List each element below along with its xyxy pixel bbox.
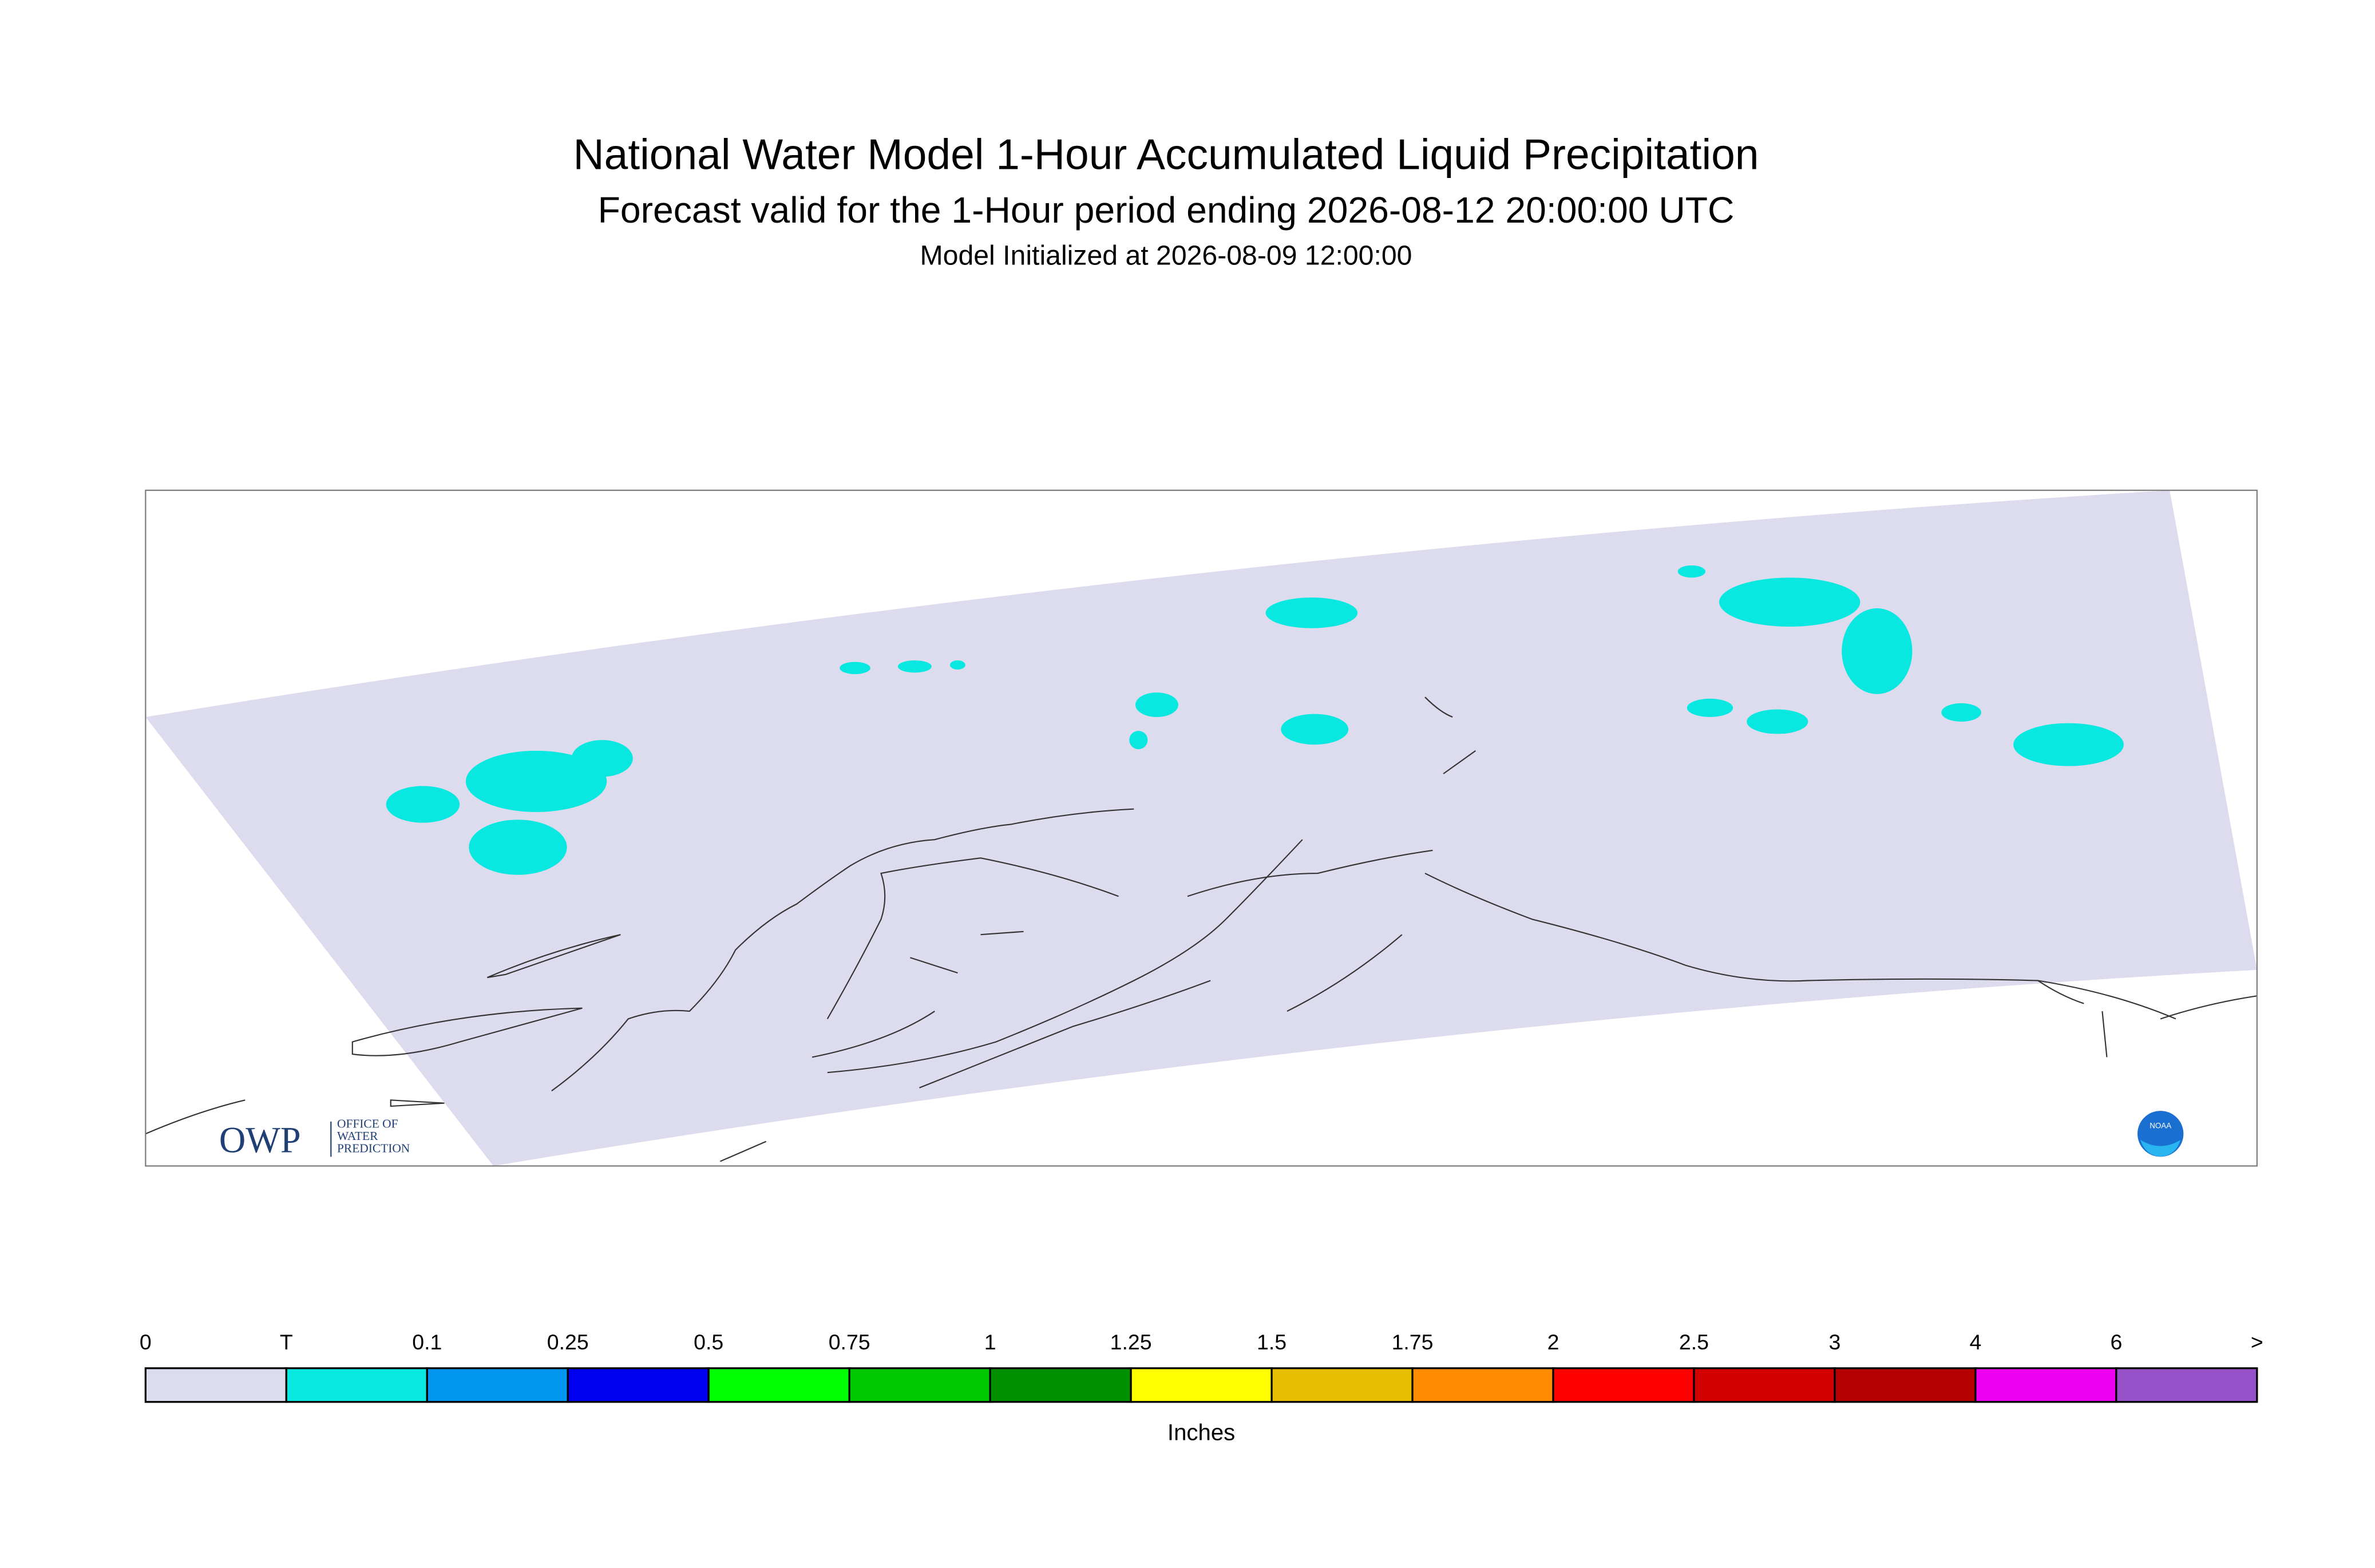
owp-text: WATER (337, 1129, 378, 1143)
init-time: Model Initialized at 2026-08-09 12:00:00 (920, 240, 1412, 271)
legend-label: 0.1 (412, 1330, 442, 1354)
legend-label: T (280, 1330, 293, 1354)
legend-label: 0.25 (547, 1330, 589, 1354)
legend-swatch (848, 1367, 991, 1403)
legend-label: 2.5 (1679, 1330, 1709, 1354)
model-domain (145, 490, 2257, 1166)
legend-label: 0.75 (829, 1330, 870, 1354)
legend-swatch (144, 1367, 287, 1403)
owp-logo: OWP (219, 1119, 301, 1160)
color-legend: 0 T 0.1 0.25 0.5 0.75 1 1.25 1.5 1.75 2 2.5 3 4 6 > (140, 1330, 2263, 1403)
legend-label: 3 (1829, 1330, 1841, 1354)
legend-swatch (2115, 1367, 2258, 1403)
legend-label: 2 (1547, 1330, 1559, 1354)
legend-label: 0 (140, 1330, 152, 1354)
legend-swatch (1974, 1367, 2117, 1403)
legend-swatch (1552, 1367, 1695, 1403)
legend-label: 1.75 (1392, 1330, 1434, 1354)
owp-text: PREDICTION (337, 1141, 410, 1155)
legend-swatch (1693, 1367, 1836, 1403)
coastlines (145, 696, 2257, 1162)
legend-swatch (285, 1367, 428, 1403)
precip-areas (386, 565, 2124, 875)
map-frame (145, 489, 2258, 1167)
legend-swatch (1130, 1367, 1273, 1403)
legend-label: > (2251, 1330, 2263, 1354)
legend-label: 4 (1969, 1330, 1981, 1354)
noaa-logo-text: NOAA (2150, 1121, 2171, 1130)
legend-swatch (426, 1367, 569, 1403)
legend-unit: Inches (1167, 1420, 1235, 1446)
legend-swatch (707, 1367, 850, 1403)
legend-label: 1 (984, 1330, 996, 1354)
legend-swatch (567, 1367, 710, 1403)
subtitle: Forecast valid for the 1-Hour period end… (598, 189, 1735, 231)
legend-label: 1.5 (1257, 1330, 1287, 1354)
legend-swatch (1270, 1367, 1414, 1403)
legend-swatch (1411, 1367, 1554, 1403)
legend-label: 6 (2110, 1330, 2122, 1354)
title: National Water Model 1-Hour Accumulated … (573, 130, 1759, 179)
legend-swatch (1834, 1367, 1977, 1403)
owp-text: OFFICE OF (337, 1117, 398, 1131)
map: OWP OFFICE OF WATER PREDICTION NOAA (145, 489, 2258, 1167)
legend-label: 0.5 (694, 1330, 723, 1354)
legend-swatch (989, 1367, 1132, 1403)
noaa-logo-wave (2140, 1139, 2180, 1157)
legend-label: 1.25 (1110, 1330, 1152, 1354)
